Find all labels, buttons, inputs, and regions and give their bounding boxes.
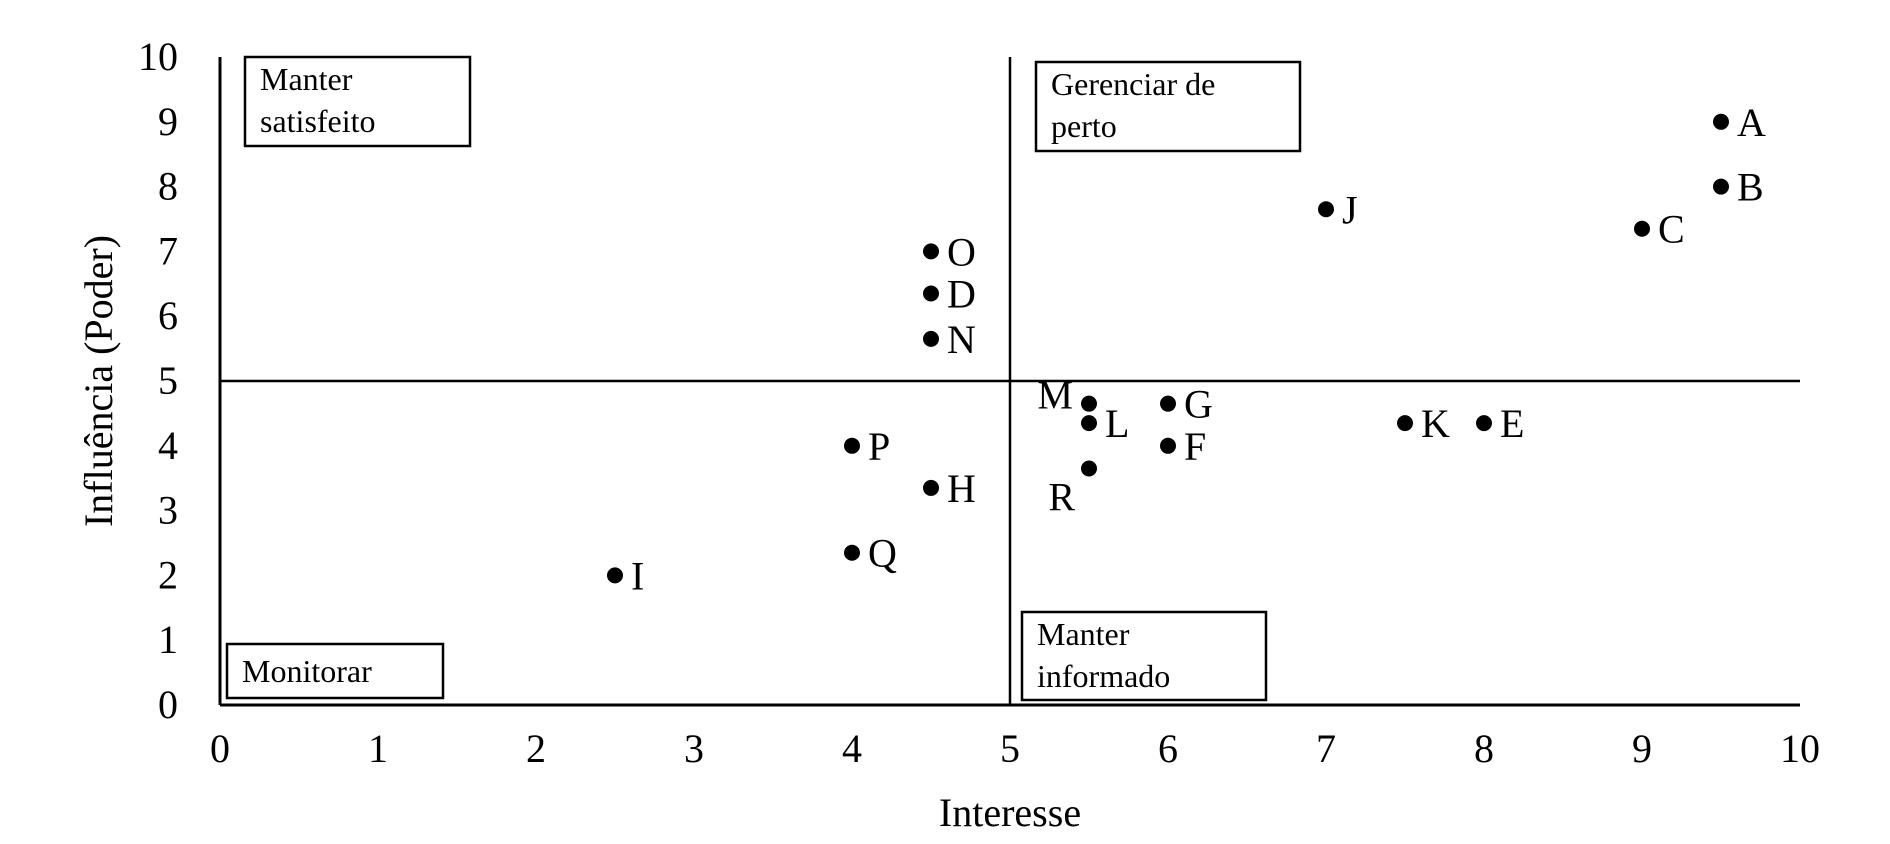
y-tick-label: 0 (158, 682, 178, 727)
point-label: Q (868, 531, 897, 576)
x-tick-label: 0 (210, 726, 230, 771)
point-p: P (844, 424, 890, 469)
scatter-point (1713, 113, 1729, 130)
quadrant-boxes: Manter satisfeito Gerenciar de perto Monitor… (225, 55, 1302, 702)
point-r: R (1048, 460, 1097, 519)
scatter-point (1081, 415, 1097, 432)
point-label: C (1658, 207, 1685, 252)
y-tick-label: 2 (158, 552, 178, 597)
x-tick-label: 3 (684, 726, 704, 771)
point-label: K (1421, 401, 1450, 446)
point-a: A (1713, 100, 1766, 145)
point-j: J (1318, 187, 1358, 232)
axes (218, 57, 1800, 707)
point-label: R (1048, 474, 1075, 519)
y-tick-label: 5 (158, 358, 178, 403)
y-tick-labels: 0 1 2 3 4 5 6 7 8 9 10 (138, 34, 178, 727)
scatter-point (1081, 460, 1097, 477)
scatter-point (607, 567, 623, 584)
point-m: M (1037, 373, 1097, 418)
quadrant-label: Manter (260, 61, 353, 97)
scatter-point (1081, 395, 1097, 412)
point-b: B (1713, 165, 1764, 210)
x-tick-label: 2 (526, 726, 546, 771)
point-h: H (923, 466, 976, 511)
y-axis-title: Influência (Poder) (76, 235, 121, 527)
quadrant-box (1020, 610, 1268, 702)
point-label: J (1342, 187, 1358, 232)
y-tick-label: 8 (158, 164, 178, 209)
x-tick-label: 5 (1000, 726, 1020, 771)
scatter-point (1634, 220, 1650, 237)
quadrant-label: Manter (1037, 616, 1130, 652)
x-tick-label: 4 (842, 726, 862, 771)
scatter-point (923, 330, 939, 347)
x-tick-label: 9 (1632, 726, 1652, 771)
quadrant-top-left: Manter satisfeito (243, 55, 472, 148)
point-label: L (1105, 401, 1129, 446)
quadrant-label: Monitorar (242, 653, 372, 689)
point-label: E (1500, 401, 1524, 446)
scatter-point (844, 544, 860, 561)
quadrant-box (1034, 60, 1302, 153)
y-tick-label: 4 (158, 423, 178, 468)
scatter-point (1713, 178, 1729, 195)
point-label: D (947, 272, 976, 317)
quadrant-top-right: Gerenciar de perto (1034, 60, 1302, 153)
x-tick-label: 6 (1158, 726, 1178, 771)
quadrant-label: informado (1037, 658, 1170, 694)
point-i: I (607, 553, 644, 598)
point-d: D (923, 272, 976, 317)
scatter-point (1160, 395, 1176, 412)
x-tick-label: 8 (1474, 726, 1494, 771)
scatter-point (923, 243, 939, 260)
point-c: C (1634, 207, 1685, 252)
quadrant-box (225, 642, 445, 700)
y-tick-label: 6 (158, 293, 178, 338)
point-k: K (1397, 401, 1450, 446)
scatter-point (1476, 415, 1492, 432)
point-label: A (1737, 100, 1766, 145)
quadrant-label: perto (1051, 108, 1117, 144)
x-tick-labels: 0 1 2 3 4 5 6 7 8 9 10 (210, 726, 1820, 771)
data-points: AB C J ODN MLR GF K E P H Q I (607, 100, 1766, 598)
scatter-point (1160, 437, 1176, 454)
y-tick-label: 9 (158, 99, 178, 144)
point-label: G (1184, 382, 1213, 427)
y-tick-label: 7 (158, 228, 178, 273)
point-o: O (923, 229, 976, 274)
point-q: Q (844, 531, 897, 576)
point-label: B (1737, 165, 1764, 210)
point-n: N (923, 317, 976, 362)
y-tick-label: 1 (158, 617, 178, 662)
quadrant-box (243, 55, 472, 148)
x-axis-title: Interesse (939, 790, 1081, 835)
scatter-point (844, 437, 860, 454)
scatter-point (923, 479, 939, 496)
point-label: O (947, 229, 976, 274)
x-tick-label: 1 (368, 726, 388, 771)
y-tick-label: 3 (158, 488, 178, 533)
quadrant-label: satisfeito (260, 103, 376, 139)
point-label: I (631, 553, 644, 598)
point-label: N (947, 317, 976, 362)
quadrant-bottom-right: Manter informado (1020, 610, 1268, 702)
point-label: M (1037, 373, 1073, 418)
quadrant-label: Gerenciar de (1051, 66, 1215, 102)
y-tick-label: 10 (138, 34, 178, 79)
scatter-point (1397, 415, 1413, 432)
quadrant-bottom-left: Monitorar (225, 642, 445, 700)
point-label: H (947, 466, 976, 511)
x-tick-label: 7 (1316, 726, 1336, 771)
point-label: F (1184, 424, 1206, 469)
scatter-point (1318, 201, 1334, 218)
point-g: G (1160, 382, 1213, 427)
point-l: L (1081, 401, 1129, 446)
x-tick-label: 10 (1780, 726, 1820, 771)
point-e: E (1476, 401, 1524, 446)
scatter-point (923, 285, 939, 302)
point-f: F (1160, 424, 1206, 469)
point-label: P (868, 424, 890, 469)
